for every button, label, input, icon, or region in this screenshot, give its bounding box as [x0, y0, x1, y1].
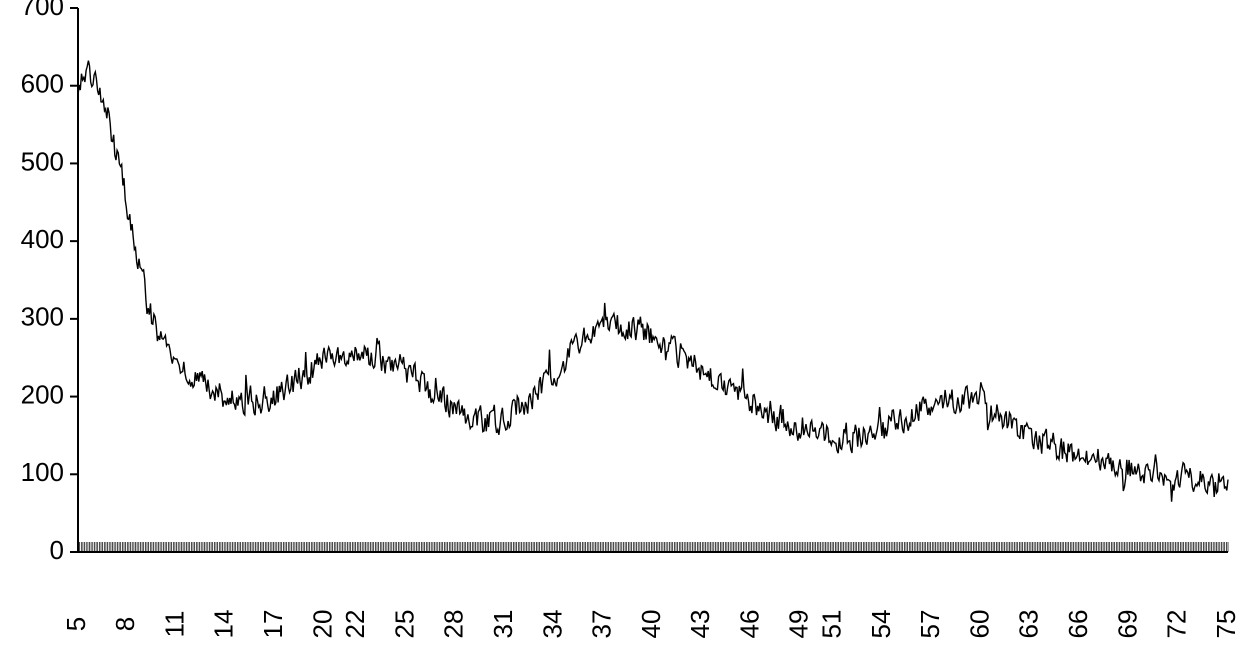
y-tick-label: 700	[21, 0, 64, 21]
x-axis-minor-ticks	[78, 542, 1228, 552]
chart-svg: 0 100 200 300 400 500 600 700 5 8 11 14 17 2022 25 28 31…	[0, 0, 1239, 648]
x-tick-label: 72	[1162, 610, 1192, 639]
x-tick-label: 37	[587, 610, 617, 639]
x-tick-label: 66	[1063, 610, 1093, 639]
x-tick-label: 60	[964, 610, 994, 639]
y-tick-label: 0	[50, 535, 64, 565]
x-axis-ticks: 5 8 11 14 17 2022 25 28 31 34 37 40 43 46 4951 54 57 60 63…	[61, 610, 1239, 639]
x-tick-label: 17	[258, 610, 288, 639]
chart-background	[0, 0, 1239, 648]
x-tick-label: 34	[537, 610, 567, 639]
x-tick-label: 69	[1112, 610, 1142, 639]
y-tick-label: 600	[21, 69, 64, 99]
x-tick-label: 46	[734, 610, 764, 639]
x-tick-label: 25	[389, 610, 419, 639]
x-tick-label: 14	[209, 610, 239, 639]
xrd-chart: 0 100 200 300 400 500 600 700 5 8 11 14 17 2022 25 28 31…	[0, 0, 1239, 648]
y-tick-label: 300	[21, 302, 64, 332]
x-tick-label: 5	[61, 617, 91, 631]
y-tick-label: 400	[21, 224, 64, 254]
x-tick-label: 63	[1014, 610, 1044, 639]
x-tick-label: 40	[636, 610, 666, 639]
y-tick-label: 100	[21, 457, 64, 487]
x-tick-label: 54	[866, 610, 896, 639]
x-tick-label: 20	[307, 610, 337, 639]
y-tick-label: 200	[21, 379, 64, 409]
x-tick-label: 57	[915, 610, 945, 639]
x-tick-label: 8	[110, 617, 140, 631]
x-tick-label: 43	[685, 610, 715, 639]
x-tick-label: 49	[784, 610, 814, 639]
x-tick-label: 28	[439, 610, 469, 639]
x-tick-label: 22	[340, 610, 370, 639]
y-tick-label: 500	[21, 146, 64, 176]
x-tick-label: 11	[159, 611, 189, 638]
x-tick-label: 31	[488, 610, 518, 639]
x-tick-label: 51	[817, 610, 847, 639]
x-tick-label: 75	[1211, 610, 1239, 639]
